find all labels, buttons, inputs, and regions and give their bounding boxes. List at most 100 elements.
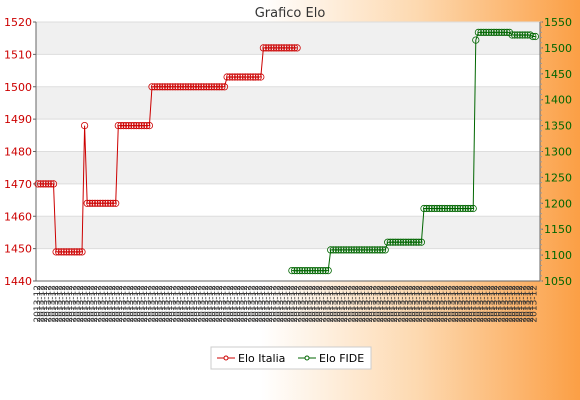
x-tick-label: 2013-12 [165,285,175,323]
point-fide [430,204,438,213]
point-italia [91,199,99,207]
point-italia [174,83,182,91]
point-italia [262,44,270,52]
point-fide [290,266,299,275]
x-tick-label: 2013-12 [208,285,218,323]
point-fide [293,266,301,275]
point-fide [448,204,457,213]
point-italia [280,44,288,52]
point-fide [500,28,508,37]
x-tick-label: 2013-12 [144,285,154,323]
y-left-tick-label: 1470 [4,178,32,191]
point-fide [490,28,498,37]
point-italia [73,248,81,256]
point-italia [208,83,216,91]
legend-fide-label: Elo FIDE [319,352,364,365]
point-italia [166,83,174,91]
point-fide [329,246,337,254]
x-tick-label: 2013-12 [215,285,225,323]
point-fide [412,238,420,246]
point-fide [332,246,340,254]
point-italia [70,248,78,256]
x-tick-label: 2013-12 [326,285,336,323]
point-italia [106,199,115,207]
x-tick-label: 2013-12 [522,285,532,323]
point-italia [151,83,159,91]
x-tick-label: 2013-12 [94,285,104,323]
point-italia [81,122,89,130]
point-fide [340,246,348,254]
point-fide [316,266,324,275]
point-fide [454,204,462,213]
grid-band [36,216,540,249]
x-tick-label: 2013-12 [504,285,514,323]
x-tick-label: 2013-12 [197,285,207,323]
x-tick-label: 2013-12 [187,285,197,323]
y-left-tick-label: 1520 [4,16,32,29]
x-tick-label: 2013-12 [162,285,172,323]
point-fide [477,28,485,37]
x-tick-label: 2013-12 [119,285,129,323]
x-tick-label: 2013-12 [133,285,143,323]
x-tick-label: 2013-12 [383,285,393,323]
x-tick-label: 2013-12 [462,285,472,323]
point-fide [498,28,506,37]
x-tick-label: 2013-12 [54,285,64,323]
point-fide [474,28,482,37]
point-italia [272,44,280,52]
point-italia [200,83,208,91]
x-tick-label: 2013-12 [190,285,200,323]
x-tick-label: 2013-12 [401,285,411,323]
point-fide [324,266,332,275]
x-tick-label: 2013-12 [251,285,261,323]
point-fide [355,246,363,254]
point-italia [218,83,226,91]
x-tick-label: 2013-12 [444,285,454,323]
point-italia [290,44,299,52]
point-italia [153,83,161,91]
x-tick-label: 2013-12 [294,285,304,323]
point-italia [192,83,200,91]
x-tick-label: 2013-12 [176,285,186,323]
point-fide [456,204,464,213]
x-tick-label: 2013-12 [308,285,318,323]
point-fide [311,266,319,275]
x-tick-label: 2013-12 [469,285,479,323]
x-tick-label: 2013-12 [394,285,404,323]
point-fide [407,238,415,246]
y-right-tick-label: 1200 [544,197,572,210]
point-italia [264,44,273,52]
point-italia [101,199,110,207]
point-italia [226,73,234,81]
x-tick-label: 2013-12 [483,285,493,323]
x-tick-label: 2013-12 [497,285,507,323]
y-right-tick-label: 1500 [544,42,572,55]
point-italia [205,83,213,91]
point-italia [259,44,267,52]
point-fide [298,266,306,275]
x-tick-label: 2013-12 [344,285,354,323]
x-tick-label: 2013-12 [201,285,211,323]
point-fide [301,266,309,275]
point-italia [125,122,133,130]
point-fide [394,238,402,246]
y-right-tick-label: 1300 [544,146,572,159]
x-tick-label: 2013-12 [347,285,357,323]
point-fide [358,246,366,254]
point-fide [319,266,327,275]
x-tick-label: 2013-12 [322,285,332,323]
y-left-tick-label: 1490 [4,113,32,126]
point-fide [531,32,540,41]
point-italia [231,73,239,81]
x-tick-label: 2013-12 [340,285,350,323]
x-tick-label: 2013-12 [333,285,343,323]
x-tick-label: 2013-12 [512,285,522,323]
point-fide [399,238,407,246]
plot-area: 1440 1450 1460 1470 1480 1490 1500 1510 1520 1050… [4,16,572,323]
legend: Elo Italia Elo FIDE [210,346,372,370]
point-fide [428,204,436,213]
x-tick-label: 2013-12 [244,285,254,323]
point-fide [327,246,335,254]
x-tick-label: 2013-12 [526,285,536,323]
